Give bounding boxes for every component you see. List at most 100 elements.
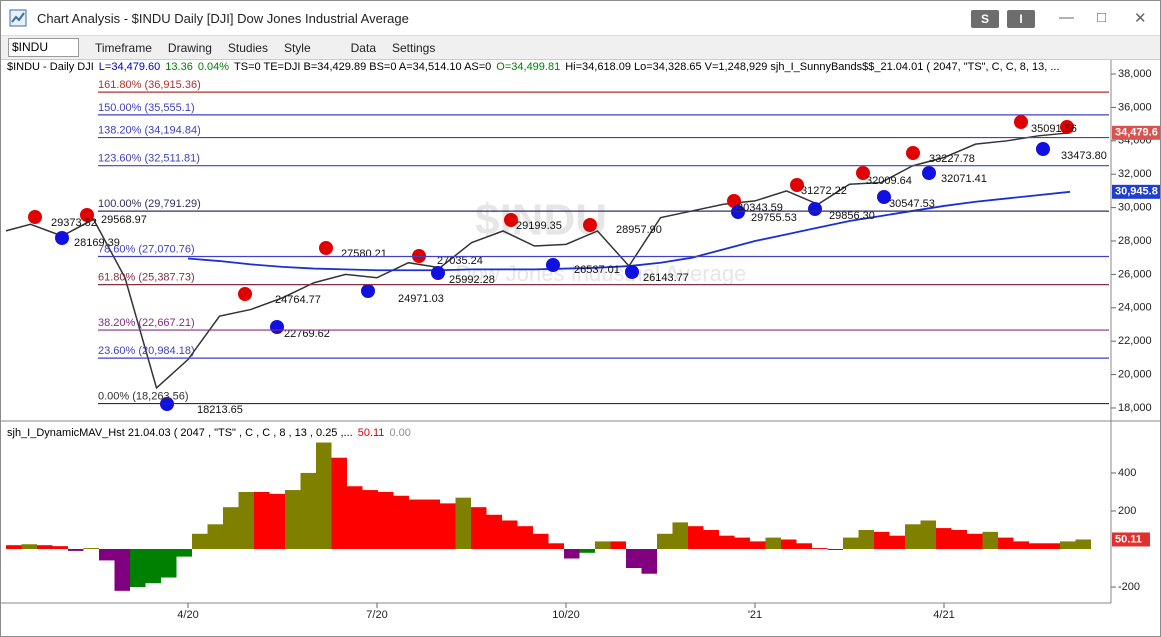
histogram-bar [920, 520, 936, 549]
histogram-bar [982, 531, 998, 549]
toolbar-item[interactable]: Data [350, 40, 376, 55]
swing-label: 29856.30 [829, 210, 875, 222]
histogram-bar [626, 549, 642, 569]
s-button[interactable]: S [971, 10, 999, 28]
histogram-bar [378, 491, 394, 549]
swing-low-dot [877, 190, 891, 204]
y-tick-label: 26,000 [1118, 268, 1152, 280]
swing-label: 28957.90 [616, 224, 662, 236]
histogram-bar [719, 535, 735, 549]
swing-high-dot [504, 213, 518, 227]
histogram-bar [750, 541, 766, 549]
swing-label: 26143.77 [643, 272, 689, 284]
swing-high-dot [80, 208, 94, 222]
swing-label: 32009.64 [866, 175, 912, 187]
histogram-bar [52, 546, 68, 549]
swing-low-dot [731, 205, 745, 219]
x-tick-label: 7/20 [366, 609, 387, 621]
fib-label: 23.60% (20,984.18) [98, 345, 195, 357]
histogram-bar [455, 497, 471, 549]
toolbar-item[interactable]: Style [283, 40, 311, 55]
histogram-bar [114, 549, 130, 591]
histogram-bar [130, 549, 146, 588]
swing-label: 22769.62 [284, 328, 330, 340]
fib-label: 38.20% (22,667.21) [98, 317, 195, 329]
close[interactable]: ✕ [1134, 10, 1147, 27]
swing-label: 26537.01 [574, 264, 620, 276]
swing-low-dot [361, 284, 375, 298]
swing-label: 29568.97 [101, 214, 147, 226]
swing-low-dot [546, 258, 560, 272]
y-tick-label: -200 [1118, 581, 1140, 593]
swing-high-dot [583, 218, 597, 232]
histogram-bar [905, 524, 921, 549]
header-part: L=34,479.60 [99, 61, 160, 73]
histogram-bar [564, 549, 580, 559]
histogram-bar [1060, 541, 1076, 549]
swing-low-dot [922, 166, 936, 180]
histogram-bar [827, 549, 843, 550]
header-part: 0.04% [198, 61, 229, 73]
swing-label: 31272.22 [801, 185, 847, 197]
histogram-bar [936, 528, 952, 549]
histogram-bar [812, 548, 828, 549]
histogram-bar [207, 524, 223, 549]
pane-header: $INDU - Daily DJI L=34,479.60 13.36 0.04% TS… [7, 61, 1060, 73]
histogram-bar [285, 490, 301, 549]
swing-high-dot [1060, 120, 1074, 134]
maximize[interactable]: □ [1097, 9, 1107, 26]
fib-label: 150.00% (35,555.1) [98, 102, 195, 114]
toolbar-item[interactable]: Settings [392, 40, 436, 55]
symbol-box[interactable]: $INDU [8, 38, 79, 57]
y-tick-label: 32,000 [1118, 168, 1152, 180]
swing-label: 29199.35 [516, 220, 562, 232]
histogram-bar [548, 543, 564, 549]
header-part: O=34,499.81 [496, 61, 560, 73]
histogram-bar [1044, 543, 1060, 549]
histogram-bar [641, 549, 657, 574]
swing-label: 27035.24 [437, 255, 483, 267]
swing-label: 28169.39 [74, 237, 120, 249]
y-tick-label: 20,000 [1118, 368, 1152, 380]
y-tick-label: 36,000 [1118, 101, 1152, 113]
toolbar-item[interactable]: Timeframe [95, 40, 152, 55]
histogram-bar [176, 549, 192, 557]
y-tick-label: 30,000 [1118, 202, 1152, 214]
header-part: Hi=34,618.09 Lo=34,328.65 V=1,248,929 sj… [565, 61, 1059, 73]
swing-label: 33227.78 [929, 153, 975, 165]
minimize[interactable]: — [1059, 9, 1074, 26]
histogram-bar [192, 533, 208, 549]
x-tick-label: 4/21 [933, 609, 954, 621]
swing-label: 25992.28 [449, 274, 495, 286]
y-tick-label: 38,000 [1118, 68, 1152, 80]
histogram-bar [672, 522, 688, 549]
fib-label: 78.60% (27,070.76) [98, 243, 195, 255]
histogram-bar [533, 533, 549, 549]
fib-label: 61.80% (25,387.73) [98, 272, 195, 284]
histogram-bar [579, 549, 595, 553]
i-button[interactable]: I [1007, 10, 1035, 28]
fib-label: 123.60% (32,511.81) [98, 153, 200, 165]
histogram-bar [595, 541, 611, 549]
last-value-label: 30,945.8 [1115, 186, 1158, 198]
last-value-box [1112, 532, 1150, 547]
histogram-bar [610, 541, 626, 549]
histogram-bar [998, 537, 1014, 549]
histogram-bar [486, 514, 502, 549]
y-tick-label: 18,000 [1118, 402, 1152, 414]
toolbar-item[interactable]: Studies [227, 40, 268, 55]
window-title: Chart Analysis - $INDU Daily [DJI] Dow J… [37, 10, 409, 26]
swing-label: 29755.53 [751, 212, 797, 224]
header-part: 50.11 [358, 427, 385, 439]
fib-label: 0.00% (18,263.56) [98, 390, 189, 402]
histogram-bar [765, 537, 781, 549]
swing-high-dot [790, 178, 804, 192]
histogram-bar [967, 533, 983, 549]
histogram-bar [409, 499, 425, 549]
watermark-sub: Dow Jones Industrial Average [456, 261, 747, 286]
histogram-bar [1013, 541, 1029, 549]
histogram-bar [269, 493, 285, 549]
toolbar-item[interactable]: Drawing [167, 40, 212, 55]
